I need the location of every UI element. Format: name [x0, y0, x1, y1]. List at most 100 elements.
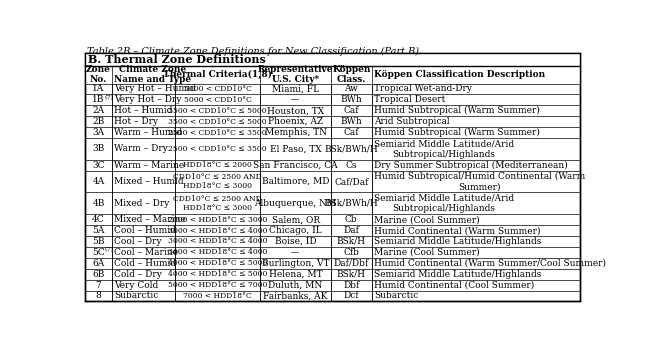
Text: Burlington, VT: Burlington, VT [262, 259, 330, 268]
Text: Semiarid Middle Latitude/Highlands: Semiarid Middle Latitude/Highlands [374, 237, 541, 246]
Text: El Paso, TX: El Paso, TX [270, 144, 321, 153]
Text: Cfb: Cfb [343, 248, 359, 257]
Text: 3A: 3A [92, 128, 105, 137]
Text: Salem, OR: Salem, OR [272, 215, 320, 224]
Text: Humid Subtropical/Humid Continental (Warm
Summer): Humid Subtropical/Humid Continental (War… [374, 172, 586, 191]
Text: BSk/BWh/H: BSk/BWh/H [324, 144, 378, 153]
Text: Caf: Caf [344, 128, 359, 137]
Text: Boise, ID: Boise, ID [275, 237, 317, 246]
Text: 4A: 4A [92, 177, 105, 186]
Text: Cb: Cb [345, 215, 358, 224]
Text: 7000 < HDD18°C: 7000 < HDD18°C [183, 292, 252, 300]
Text: Hot – Dry: Hot – Dry [114, 117, 159, 126]
Text: Representative
U.S. City*: Representative U.S. City* [258, 65, 333, 84]
Text: Subarctic: Subarctic [374, 292, 419, 300]
Text: Mixed – Marine: Mixed – Marine [114, 215, 186, 224]
Text: 2000 < HDD18°C ≤ 3000: 2000 < HDD18°C ≤ 3000 [168, 216, 267, 224]
Text: Cool – Marine: Cool – Marine [114, 248, 178, 257]
Text: Semiarid Middle Latitude/Arid
Subtropical/Highlands: Semiarid Middle Latitude/Arid Subtropica… [374, 139, 514, 158]
Text: Dry Summer Subtropical (Mediterranean): Dry Summer Subtropical (Mediterranean) [374, 161, 568, 170]
Text: 2500 < CDD10°C ≤ 3500: 2500 < CDD10°C ≤ 3500 [168, 129, 267, 137]
Text: 4B: 4B [92, 199, 105, 208]
Text: Thermal Criteria(1,8): Thermal Criteria(1,8) [163, 70, 272, 79]
Text: 3500 < CDD10°C ≤ 5000: 3500 < CDD10°C ≤ 5000 [168, 107, 267, 115]
Text: 5C: 5C [92, 248, 105, 257]
Text: 1A: 1A [92, 84, 105, 93]
Text: ---: --- [291, 95, 300, 104]
Text: Marine (Cool Summer): Marine (Cool Summer) [374, 215, 480, 224]
Text: Köppen Classification Description: Köppen Classification Description [374, 70, 545, 79]
Text: Table 2B – Climate Zone Definitions for New Classification (Part B): Table 2B – Climate Zone Definitions for … [88, 47, 419, 57]
Text: Subarctic: Subarctic [114, 292, 159, 300]
Text: Semiarid Middle Latitude/Highlands: Semiarid Middle Latitude/Highlands [374, 270, 541, 279]
Text: Houston, TX: Houston, TX [267, 106, 324, 115]
Text: 5000 < CDD10°C: 5000 < CDD10°C [184, 85, 252, 93]
Text: Very Hot – Dry: Very Hot – Dry [114, 95, 182, 104]
Text: BSk/H: BSk/H [337, 237, 366, 246]
Text: Daf: Daf [343, 226, 359, 235]
Text: Very Cold: Very Cold [114, 281, 159, 289]
Text: BSk/BWh/H: BSk/BWh/H [324, 199, 378, 208]
Bar [85, 66, 580, 83]
Text: Very Hot – Humid: Very Hot – Humid [114, 84, 196, 93]
Text: Cool – Humid: Cool – Humid [114, 226, 176, 235]
Text: Helena, MT: Helena, MT [269, 270, 322, 279]
Text: 8: 8 [96, 292, 101, 300]
Text: Albuquerque, NM: Albuquerque, NM [255, 199, 337, 208]
Text: Humid Continental (Warm Summer/Cool Summer): Humid Continental (Warm Summer/Cool Summ… [374, 259, 606, 268]
Text: 3000 < HDD18°C ≤ 4000: 3000 < HDD18°C ≤ 4000 [168, 237, 267, 246]
Text: Memphis, TN: Memphis, TN [265, 128, 326, 137]
Text: 2500 < CDD10°C ≤ 3500: 2500 < CDD10°C ≤ 3500 [168, 145, 267, 153]
Text: Arid Subtropical: Arid Subtropical [374, 117, 450, 126]
Text: (7): (7) [104, 95, 113, 100]
Text: 3500 < CDD10°C ≤ 5000: 3500 < CDD10°C ≤ 5000 [168, 118, 267, 126]
Text: 4000 < HDD18°C ≤ 5000: 4000 < HDD18°C ≤ 5000 [168, 259, 267, 267]
Text: Warm – Dry: Warm – Dry [114, 144, 168, 153]
Text: Mixed – Humid: Mixed – Humid [114, 177, 184, 186]
Text: ---: --- [291, 248, 300, 257]
Text: Zone
No.: Zone No. [86, 65, 111, 84]
Text: 1B: 1B [92, 95, 105, 104]
Text: Dcf: Dcf [343, 292, 359, 300]
Text: CDD10°C ≤ 2500 AND
HDD18°C ≤ 3000: CDD10°C ≤ 2500 AND HDD18°C ≤ 3000 [173, 173, 262, 190]
Text: 2B: 2B [92, 117, 105, 126]
Text: Baltimore, MD: Baltimore, MD [262, 177, 330, 186]
Text: Mixed – Dry: Mixed – Dry [114, 199, 170, 208]
Text: Caf/Daf: Caf/Daf [334, 177, 369, 186]
Text: Warm – Humid: Warm – Humid [114, 128, 182, 137]
Text: BWh: BWh [341, 117, 362, 126]
Text: Caf: Caf [344, 106, 359, 115]
Text: 5000 < CDD10°C: 5000 < CDD10°C [184, 96, 252, 104]
Text: Aw: Aw [344, 84, 358, 93]
Text: Daf/Dbf: Daf/Dbf [333, 259, 369, 268]
Text: 7: 7 [96, 281, 101, 289]
Text: 4C: 4C [92, 215, 105, 224]
Text: Humid Subtropical (Warm Summer): Humid Subtropical (Warm Summer) [374, 106, 540, 115]
Text: Chicago, IL: Chicago, IL [269, 226, 322, 235]
Text: 5000 < HDD18°C ≤ 7000: 5000 < HDD18°C ≤ 7000 [168, 281, 267, 289]
Text: 5A: 5A [92, 226, 105, 235]
Text: Phoenix, AZ: Phoenix, AZ [268, 117, 323, 126]
Text: Semiarid Middle Latitude/Arid
Subtropical/Highlands: Semiarid Middle Latitude/Arid Subtropica… [374, 194, 514, 213]
Text: Köppen
Class.: Köppen Class. [332, 65, 370, 84]
Text: 3000 < HDD18°C ≤ 4000: 3000 < HDD18°C ≤ 4000 [168, 227, 267, 235]
Text: Miami, FL: Miami, FL [272, 84, 319, 93]
Text: BSk/H: BSk/H [337, 270, 366, 279]
Text: B. Thermal Zone Definitions: B. Thermal Zone Definitions [88, 54, 266, 65]
Text: HDD18°C ≤ 2000: HDD18°C ≤ 2000 [183, 161, 252, 169]
Text: 3C: 3C [92, 161, 105, 170]
Text: Humid Subtropical (Warm Summer): Humid Subtropical (Warm Summer) [374, 128, 540, 137]
Text: 6A: 6A [92, 259, 105, 268]
Text: 4000 < HDD18°C ≤ 5000: 4000 < HDD18°C ≤ 5000 [168, 270, 267, 278]
Text: 3B: 3B [92, 144, 105, 153]
Text: Cool – Dry: Cool – Dry [114, 237, 162, 246]
Text: Hot – Humid: Hot – Humid [114, 106, 172, 115]
Text: Climate Zone
Name and Type: Climate Zone Name and Type [114, 65, 191, 84]
Text: Marine (Cool Summer): Marine (Cool Summer) [374, 248, 480, 257]
Text: Warm – Marine: Warm – Marine [114, 161, 185, 170]
Text: Tropical Desert: Tropical Desert [374, 95, 445, 104]
Text: Humid Continental (Warm Summer): Humid Continental (Warm Summer) [374, 226, 541, 235]
Text: Tropical Wet-and-Dry: Tropical Wet-and-Dry [374, 84, 472, 93]
Text: Duluth, MN: Duluth, MN [268, 281, 322, 289]
Text: CDD10°C ≤ 2500 AND
HDD18°C ≤ 3000: CDD10°C ≤ 2500 AND HDD18°C ≤ 3000 [173, 195, 262, 212]
